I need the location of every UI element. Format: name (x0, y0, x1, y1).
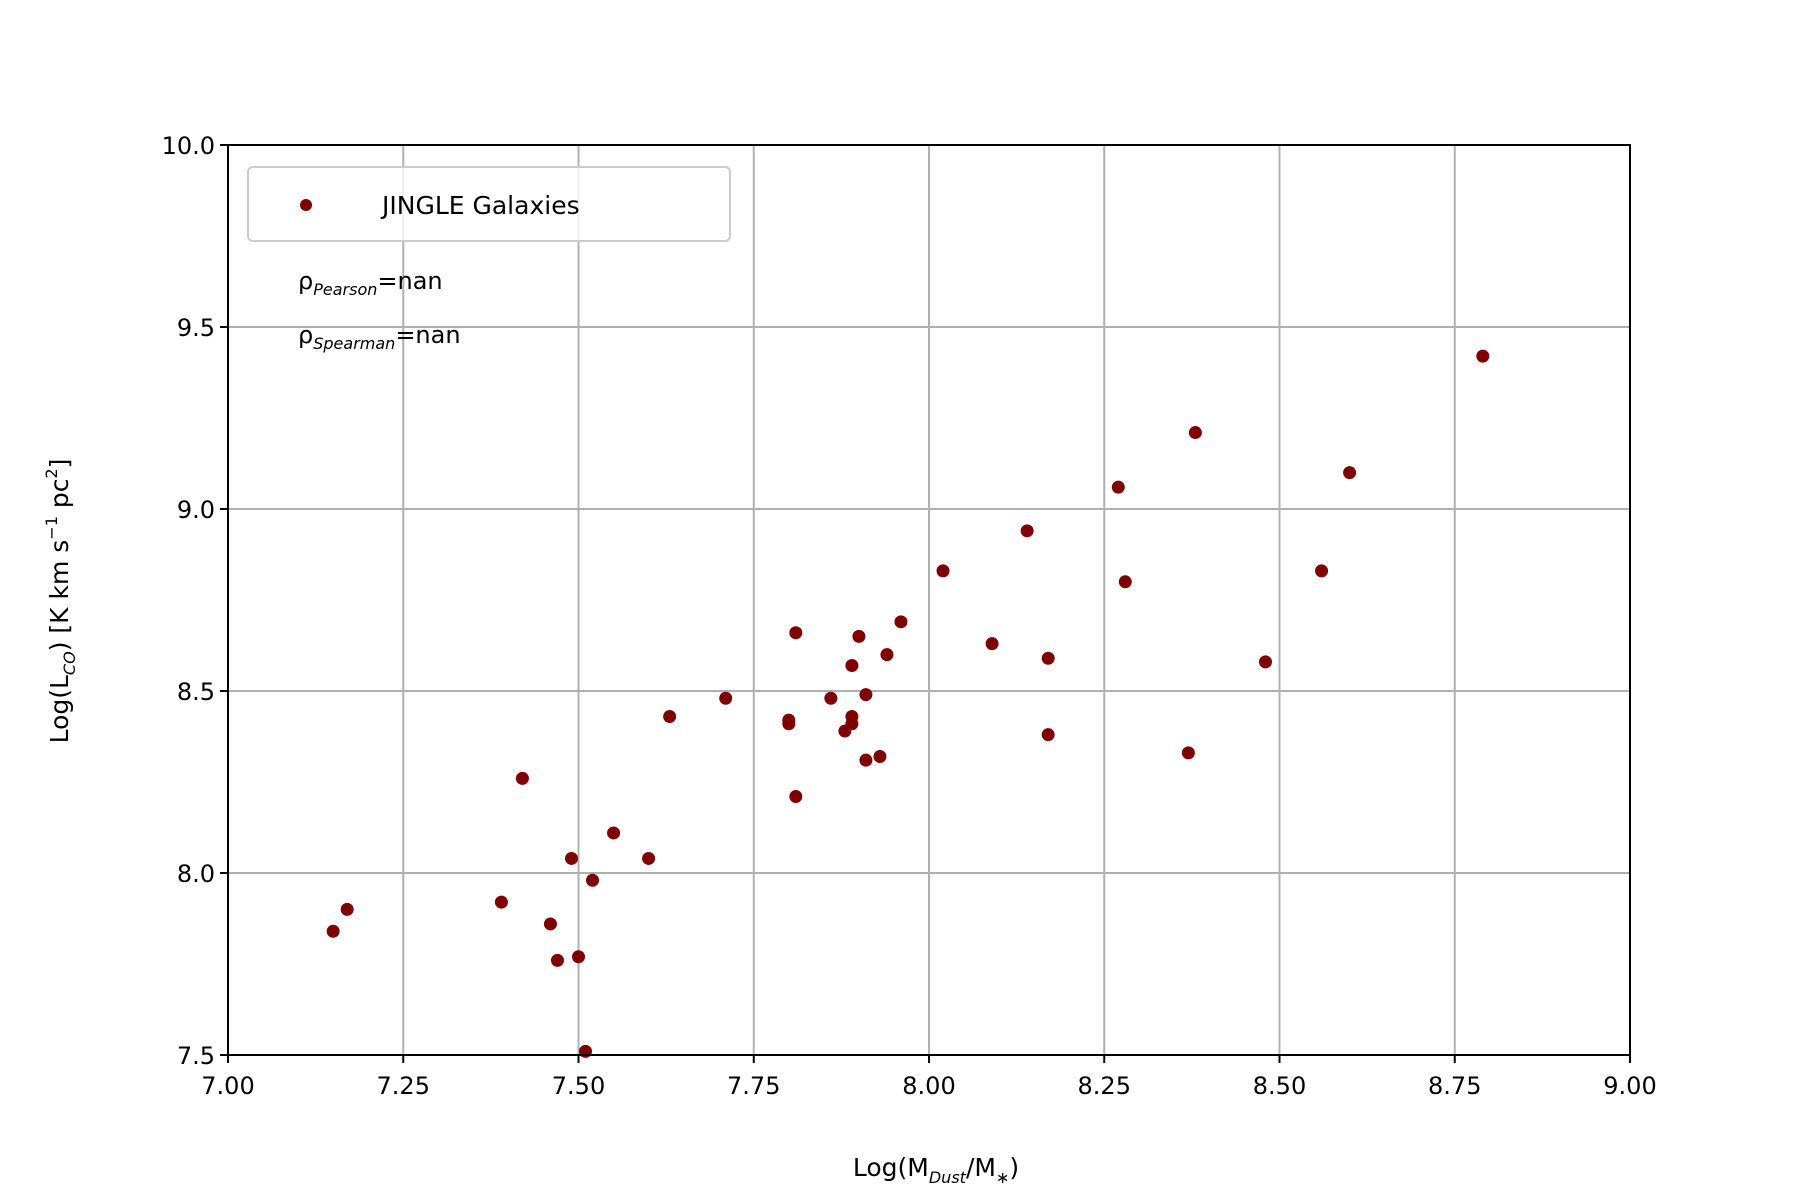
pearson-annotation: ρPearson=nan (298, 267, 443, 299)
data-point (572, 950, 585, 964)
data-point (936, 564, 950, 578)
y-tick-label: 10.0 (162, 132, 215, 160)
data-point (985, 637, 999, 651)
y-axis-label: Log(LCO) [K km s−1 pc2] (42, 459, 79, 744)
data-point (789, 626, 803, 640)
data-point (1181, 746, 1195, 760)
data-point (1315, 564, 1329, 578)
legend-label: JINGLE Galaxies (380, 191, 580, 220)
data-point (642, 851, 656, 865)
data-point (873, 750, 887, 764)
y-tick-label: 8.0 (177, 860, 215, 888)
data-point (607, 826, 621, 840)
y-tick-label: 9.0 (177, 496, 215, 524)
data-point (586, 873, 600, 887)
x-tick-label: 7.75 (727, 1072, 780, 1100)
data-point (663, 709, 677, 723)
x-tick-label: 8.75 (1428, 1072, 1481, 1100)
data-point (845, 659, 859, 673)
data-point (859, 753, 873, 767)
data-point (340, 902, 354, 916)
y-tick-label: 8.5 (177, 678, 215, 706)
data-point (1188, 426, 1202, 440)
data-point (564, 851, 578, 865)
data-point (782, 717, 796, 731)
x-tick-label: 8.25 (1078, 1072, 1131, 1100)
data-point (852, 629, 866, 643)
data-point (894, 615, 908, 629)
data-point (326, 924, 340, 938)
data-point (1343, 466, 1357, 480)
legend-marker (300, 199, 312, 211)
data-point (515, 771, 529, 785)
data-point (1118, 575, 1132, 589)
legend-box (247, 166, 731, 242)
x-tick-label: 7.00 (201, 1072, 254, 1100)
data-point (1041, 728, 1055, 742)
data-point (1258, 655, 1272, 669)
data-point (550, 953, 564, 967)
data-points (326, 349, 1490, 1058)
x-tick-label: 8.50 (1253, 1072, 1306, 1100)
x-tick-label: 9.00 (1603, 1072, 1656, 1100)
legend: JINGLE Galaxies (247, 166, 731, 242)
data-point (1020, 524, 1034, 538)
data-point (1476, 349, 1490, 363)
x-tick-label: 7.25 (377, 1072, 430, 1100)
data-point (494, 895, 508, 909)
data-point (845, 717, 859, 731)
x-axis-label: Log(MDust/M∗) (853, 1153, 1019, 1187)
axis-ticks: 7.00 7.25 7.50 7.75 8.00 8.25 8.50 8.75 9.00 7.5 8… (162, 132, 1657, 1100)
x-tick-label: 7.50 (552, 1072, 605, 1100)
data-point (824, 691, 838, 705)
data-point (880, 648, 894, 662)
data-point (1111, 480, 1125, 494)
y-tick-label: 9.5 (177, 314, 215, 342)
spearman-annotation: ρSpearman=nan (298, 321, 461, 353)
data-point (859, 688, 873, 702)
y-tick-label: 7.5 (177, 1042, 215, 1070)
data-point (789, 790, 803, 804)
data-point (1041, 651, 1055, 665)
x-tick-label: 8.00 (902, 1072, 955, 1100)
data-point (719, 691, 733, 705)
data-point (543, 917, 557, 931)
